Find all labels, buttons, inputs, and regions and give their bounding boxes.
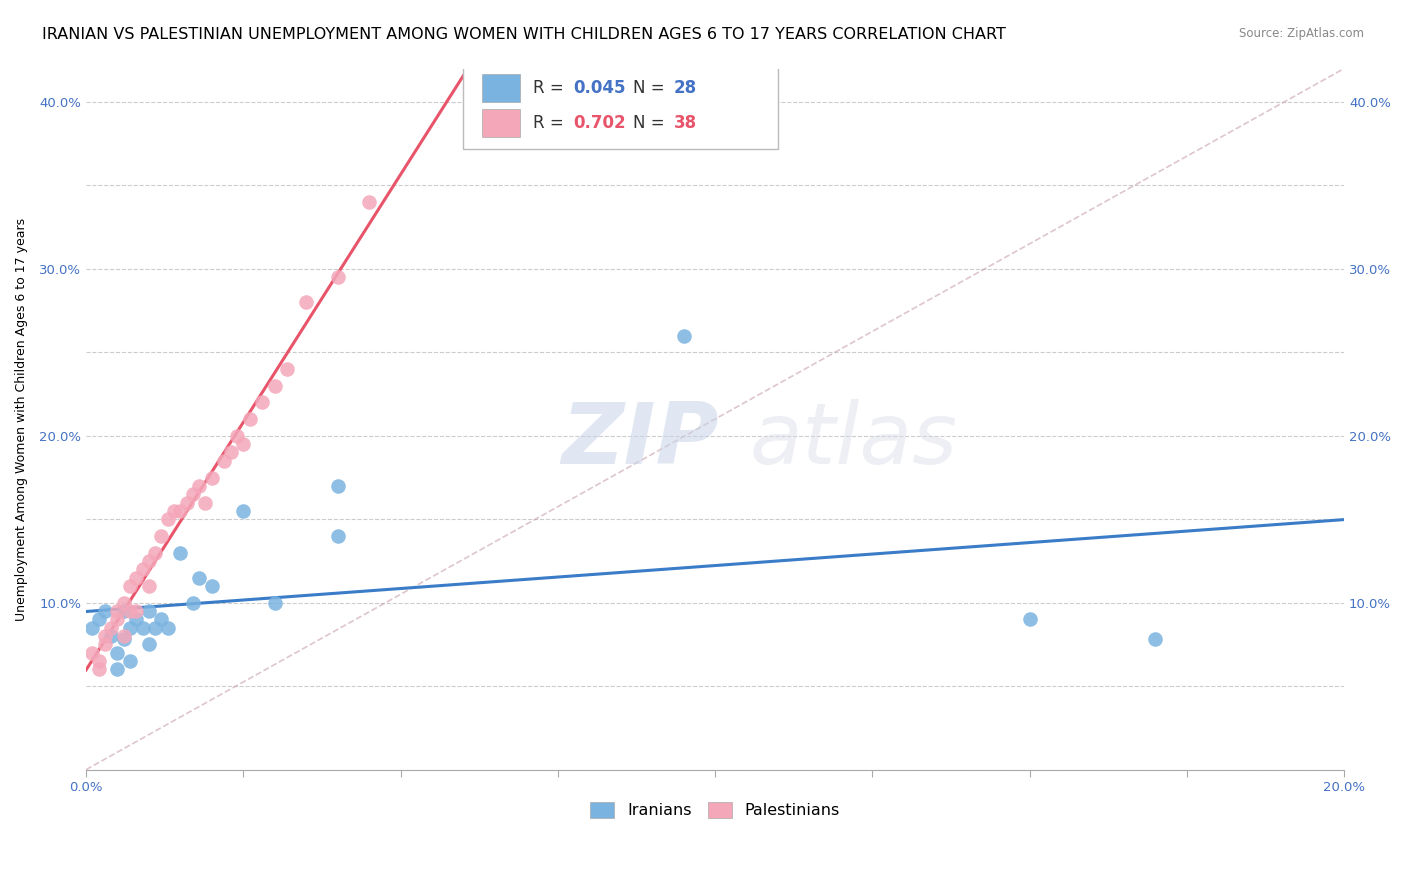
- Text: 38: 38: [673, 114, 696, 132]
- Point: [143, 546, 166, 560]
- Point: [219, 445, 242, 459]
- Point: [107, 646, 129, 660]
- Text: 28: 28: [673, 79, 696, 97]
- Point: [87, 663, 110, 677]
- Point: [100, 621, 122, 635]
- Point: [118, 654, 141, 668]
- Point: [232, 504, 254, 518]
- Point: [176, 495, 198, 509]
- Point: [107, 612, 129, 626]
- Point: [112, 596, 135, 610]
- Point: [143, 621, 166, 635]
- Text: Source: ZipAtlas.com: Source: ZipAtlas.com: [1239, 27, 1364, 40]
- Point: [263, 378, 285, 392]
- Text: R =: R =: [533, 79, 568, 97]
- Point: [169, 504, 191, 518]
- Point: [201, 470, 224, 484]
- Point: [82, 621, 104, 635]
- Text: N =: N =: [633, 114, 671, 132]
- Point: [125, 604, 148, 618]
- Point: [138, 579, 160, 593]
- Point: [250, 395, 273, 409]
- Point: [1018, 612, 1040, 626]
- Point: [672, 328, 695, 343]
- Point: [118, 621, 141, 635]
- Point: [87, 612, 110, 626]
- Point: [163, 504, 186, 518]
- Y-axis label: Unemployment Among Women with Children Ages 6 to 17 years: Unemployment Among Women with Children A…: [15, 218, 28, 621]
- FancyBboxPatch shape: [482, 74, 520, 103]
- Point: [156, 512, 179, 526]
- Point: [94, 629, 117, 643]
- Point: [201, 579, 224, 593]
- Point: [125, 571, 148, 585]
- Point: [326, 270, 349, 285]
- Point: [112, 629, 135, 643]
- Point: [112, 632, 135, 647]
- Point: [226, 429, 249, 443]
- Point: [138, 604, 160, 618]
- Point: [82, 646, 104, 660]
- Point: [156, 621, 179, 635]
- Point: [238, 412, 260, 426]
- Point: [169, 546, 191, 560]
- Point: [276, 362, 298, 376]
- Point: [326, 479, 349, 493]
- Point: [295, 295, 318, 310]
- Point: [118, 604, 141, 618]
- Text: IRANIAN VS PALESTINIAN UNEMPLOYMENT AMONG WOMEN WITH CHILDREN AGES 6 TO 17 YEARS: IRANIAN VS PALESTINIAN UNEMPLOYMENT AMON…: [42, 27, 1007, 42]
- FancyBboxPatch shape: [464, 60, 778, 149]
- Text: 0.045: 0.045: [572, 79, 626, 97]
- Point: [131, 621, 153, 635]
- Legend: Iranians, Palestinians: Iranians, Palestinians: [583, 796, 846, 825]
- Point: [150, 529, 173, 543]
- FancyBboxPatch shape: [482, 109, 520, 137]
- Text: ZIP: ZIP: [561, 399, 718, 482]
- Point: [1144, 632, 1167, 647]
- Point: [194, 495, 217, 509]
- Point: [214, 454, 236, 468]
- Point: [188, 479, 211, 493]
- Point: [150, 612, 173, 626]
- Point: [94, 604, 117, 618]
- Point: [181, 487, 204, 501]
- Point: [94, 637, 117, 651]
- Point: [232, 437, 254, 451]
- Point: [100, 629, 122, 643]
- Point: [87, 654, 110, 668]
- Point: [112, 604, 135, 618]
- Point: [107, 604, 129, 618]
- Text: atlas: atlas: [749, 399, 957, 482]
- Point: [326, 529, 349, 543]
- Point: [118, 579, 141, 593]
- Point: [357, 195, 380, 210]
- Point: [188, 571, 211, 585]
- Point: [107, 663, 129, 677]
- Point: [181, 596, 204, 610]
- Text: 0.702: 0.702: [572, 114, 626, 132]
- Point: [125, 612, 148, 626]
- Point: [138, 637, 160, 651]
- Text: R =: R =: [533, 114, 568, 132]
- Point: [131, 562, 153, 576]
- Text: N =: N =: [633, 79, 671, 97]
- Point: [263, 596, 285, 610]
- Point: [138, 554, 160, 568]
